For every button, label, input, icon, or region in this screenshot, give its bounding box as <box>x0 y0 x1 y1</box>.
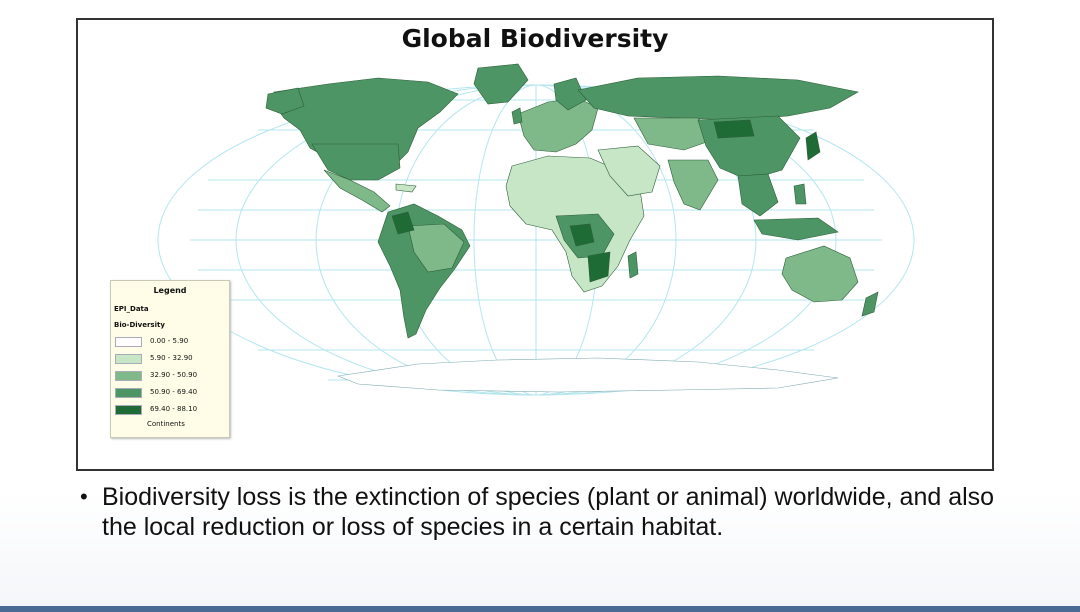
antarctica <box>336 357 839 393</box>
legend-class-5: 69.40 - 88.10 <box>115 405 227 416</box>
legend-class-2: 5.90 - 32.90 <box>115 354 227 365</box>
bullet-text: Biodiversity loss is the extinction of s… <box>102 483 995 541</box>
legend-class-label: 50.90 - 69.40 <box>150 388 198 396</box>
continents <box>265 63 879 393</box>
legend-field-name: Bio-Diversity <box>114 321 165 329</box>
legend-class-label: 0.00 - 5.90 <box>150 337 189 345</box>
legend-class-label: 32.90 - 50.90 <box>150 371 198 379</box>
legend-swatch <box>115 388 142 398</box>
south-america <box>377 203 471 339</box>
congo <box>569 223 595 247</box>
mongolia <box>713 119 755 139</box>
legend-swatch <box>115 371 142 381</box>
caribbean <box>395 183 417 193</box>
scandinavia <box>553 77 587 111</box>
middle-east <box>597 145 661 197</box>
brazil <box>407 223 465 273</box>
world-map <box>157 63 915 396</box>
greenland <box>473 63 529 105</box>
usa <box>311 143 401 181</box>
japan <box>805 131 821 161</box>
australia <box>781 245 859 303</box>
central-asia <box>633 117 719 151</box>
legend-swatch <box>115 405 142 415</box>
southern-africa <box>587 251 611 283</box>
legend-class-label: 69.40 - 88.10 <box>150 405 198 413</box>
europe <box>517 97 599 153</box>
legend-title: Legend <box>153 286 187 295</box>
legend-swatch <box>115 354 142 364</box>
map-title: Global Biodiversity <box>401 24 669 53</box>
indonesia <box>753 217 839 241</box>
alaska <box>265 87 305 115</box>
map-frame: Global Biodiversity Legend EPI_Data Bio-… <box>76 18 994 471</box>
new-zealand <box>861 291 879 317</box>
russia <box>577 75 859 121</box>
madagascar <box>627 251 639 279</box>
legend-swatch <box>115 337 142 347</box>
legend-class-label: 5.90 - 32.90 <box>150 354 193 362</box>
philippines <box>793 183 807 205</box>
legend-class-3: 32.90 - 50.90 <box>115 371 227 382</box>
legend-class-1: 0.00 - 5.90 <box>115 337 227 348</box>
legend-continents: Continents <box>147 420 185 428</box>
mexico <box>323 169 391 213</box>
legend-class-4: 50.90 - 69.40 <box>115 388 227 399</box>
legend-layer-name: EPI_Data <box>114 305 149 313</box>
india <box>667 159 719 211</box>
bullet-marker: • <box>80 484 88 509</box>
amazon-dark <box>391 211 415 235</box>
uk <box>511 107 523 125</box>
southeast-asia <box>737 173 779 217</box>
slide-bottom-bar <box>0 606 1080 612</box>
map-legend: Legend EPI_Data Bio-Diversity 0.00 - 5.9… <box>110 280 230 438</box>
